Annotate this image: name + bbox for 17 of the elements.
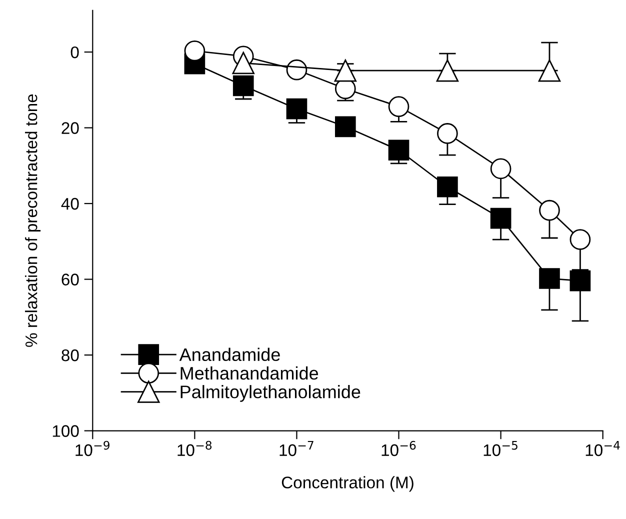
y-tick-label: 0 bbox=[70, 46, 79, 58]
x-tick-label: 10$^{−6}$ bbox=[382, 440, 416, 456]
y-tick-label: 20 bbox=[62, 122, 79, 134]
x-tick-label: 10$^{−9}$ bbox=[76, 440, 110, 456]
x-tick-label: 10$^{−4}$ bbox=[586, 441, 620, 456]
legend-label: Methanandamide bbox=[180, 366, 318, 380]
y-tick-label: 40 bbox=[61, 198, 79, 210]
x-axis-title: Concentration (M) bbox=[282, 476, 414, 492]
y-tick-label: 100 bbox=[52, 425, 79, 437]
legend-label: Anandamide bbox=[179, 348, 280, 362]
y-tick-label: 80 bbox=[62, 349, 79, 362]
x-tick-label: 10$^{−5}$ bbox=[484, 441, 518, 456]
legend-label: Palmitoylethanolamide bbox=[180, 385, 360, 402]
x-tick-label: 10$^{−8}$ bbox=[178, 440, 212, 456]
y-axis-title: % relaxation of precontracted tone bbox=[25, 94, 41, 347]
x-tick-label: 10$^{−7}$ bbox=[280, 441, 314, 456]
y-tick-label: 60 bbox=[62, 274, 79, 286]
